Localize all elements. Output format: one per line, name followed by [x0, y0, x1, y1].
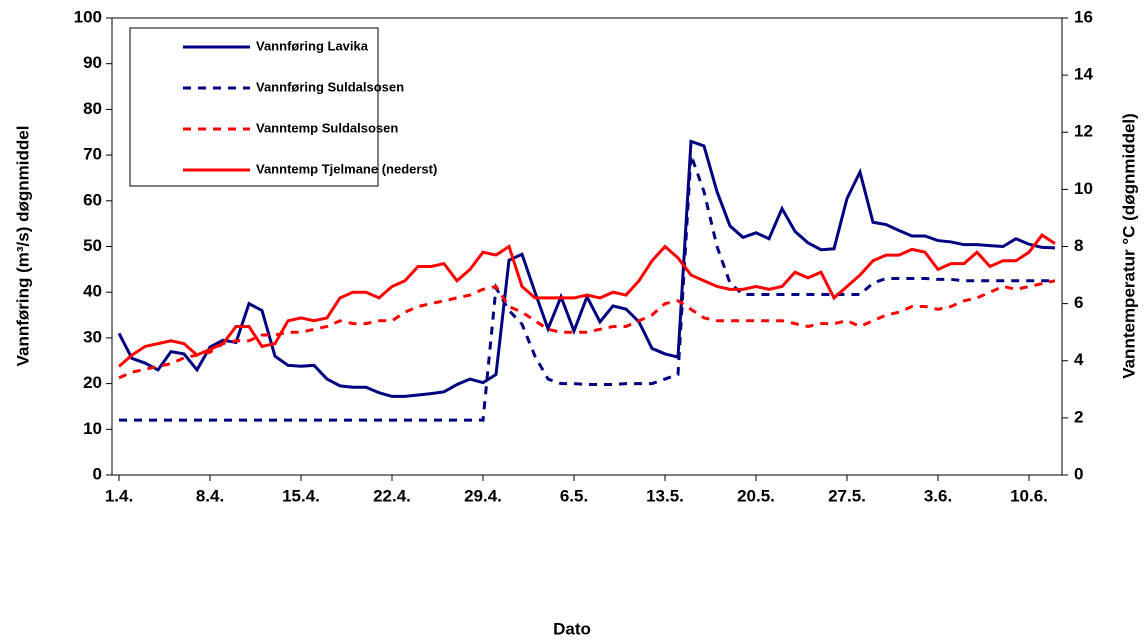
y2-tick-label: 14 — [1074, 65, 1093, 84]
y2-tick-label: 2 — [1074, 407, 1083, 426]
x-tick-label: 20.5. — [737, 486, 775, 505]
x-tick-label: 8.4. — [196, 486, 224, 505]
y2-tick-label: 12 — [1074, 122, 1093, 141]
y-tick-label: 40 — [83, 282, 102, 301]
series-line — [118, 279, 1056, 380]
x-tick-label: 3.6. — [924, 486, 952, 505]
y-tick-label: 20 — [83, 373, 102, 392]
x-tick-label: 1.4. — [105, 486, 133, 505]
y-tick-label: 80 — [83, 99, 102, 118]
x-tick-label: 13.5. — [646, 486, 684, 505]
series-line — [117, 139, 1056, 398]
y2-tick-label: 0 — [1074, 464, 1083, 483]
legend-label: Vanntemp Suldalsosen — [256, 120, 398, 135]
x-tick-label: 15.4. — [282, 486, 320, 505]
x-tick-label: 29.4. — [464, 486, 502, 505]
y-axis-title: Vannføring (m³/s) døgnmiddel — [13, 126, 32, 367]
y2-axis-title: Vanntemperatur °C (døgnmiddel) — [1119, 113, 1138, 379]
y-tick-label: 100 — [74, 7, 102, 26]
legend-label: Vanntemp Tjelmane (nederst) — [256, 161, 437, 176]
y-tick-label: 50 — [83, 236, 102, 255]
y-tick-label: 0 — [93, 464, 102, 483]
y-tick-label: 30 — [83, 327, 102, 346]
y2-tick-label: 6 — [1074, 293, 1083, 312]
x-tick-label: 22.4. — [373, 486, 411, 505]
y-tick-label: 60 — [83, 190, 102, 209]
y2-tick-label: 10 — [1074, 179, 1093, 198]
y-tick-label: 10 — [83, 419, 102, 438]
x-tick-label: 10.6. — [1010, 486, 1048, 505]
legend-label: Vannføring Lavika — [256, 38, 369, 53]
y2-tick-label: 8 — [1074, 236, 1083, 255]
series-line — [118, 233, 1056, 368]
legend-box — [129, 27, 379, 187]
x-tick-label: 6.5. — [560, 486, 588, 505]
legend-label: Vannføring Suldalsosen — [256, 79, 404, 94]
series-line — [119, 154, 1055, 422]
y-tick-label: 70 — [83, 145, 102, 164]
y2-tick-label: 16 — [1074, 7, 1093, 26]
x-axis-title: Dato — [553, 619, 591, 638]
y-tick-label: 90 — [83, 53, 102, 72]
x-tick-label: 27.5. — [828, 486, 866, 505]
y2-tick-label: 4 — [1074, 350, 1084, 369]
